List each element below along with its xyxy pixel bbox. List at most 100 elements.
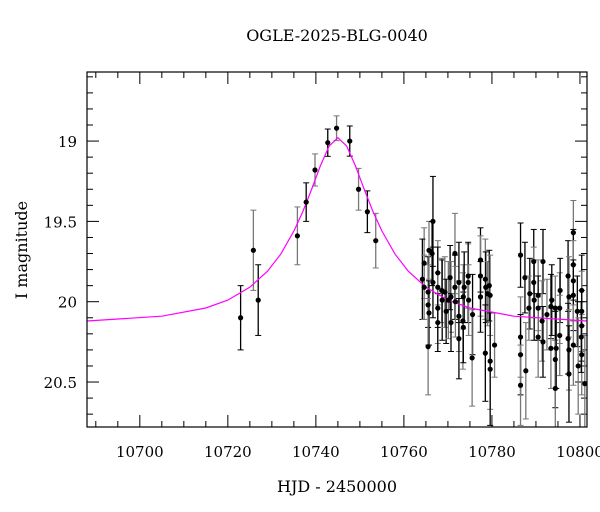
data-point xyxy=(255,297,261,303)
data-point xyxy=(566,371,572,377)
data-point xyxy=(535,305,541,311)
data-point xyxy=(448,319,454,326)
data-point xyxy=(526,305,532,311)
data-point xyxy=(549,297,555,303)
data-point xyxy=(570,342,576,348)
data-point xyxy=(540,258,546,265)
data-point xyxy=(582,381,588,387)
data-point xyxy=(477,257,484,263)
data-point xyxy=(491,342,498,348)
data-point xyxy=(364,209,370,215)
data-point xyxy=(435,319,441,326)
data-point xyxy=(477,273,484,279)
data-point xyxy=(482,350,488,356)
data-point xyxy=(579,287,585,294)
data-point xyxy=(469,311,476,318)
x-tick-label: 10720 xyxy=(204,443,252,461)
data-point xyxy=(347,138,353,144)
data-point xyxy=(439,297,445,303)
data-point xyxy=(565,273,571,279)
data-point xyxy=(443,308,449,314)
data-point xyxy=(460,294,466,300)
data-point xyxy=(312,167,318,173)
data-point xyxy=(535,334,541,340)
data-point xyxy=(531,258,537,265)
tick-labels: 10700 10720 10740 10760 10780 10800 19 19.5 20 20… xyxy=(44,133,600,461)
chart-title: OGLE-2025-BLG-0040 xyxy=(246,26,428,45)
error-bars xyxy=(237,115,588,427)
data-point xyxy=(425,344,431,350)
data-point xyxy=(540,339,546,345)
x-tick-label: 10780 xyxy=(468,443,516,461)
data-point xyxy=(421,284,427,290)
data-point xyxy=(452,284,458,290)
data-point xyxy=(557,305,563,311)
data-point xyxy=(426,310,432,316)
data-point xyxy=(552,305,558,311)
data-point xyxy=(523,368,529,374)
data-point xyxy=(565,336,571,342)
data-point xyxy=(456,279,462,286)
data-point xyxy=(548,345,554,351)
data-point xyxy=(466,297,472,303)
data-point xyxy=(579,308,585,314)
data-point xyxy=(355,186,362,192)
data-point xyxy=(435,270,441,276)
data-point xyxy=(419,276,425,282)
x-axis-label: HJD - 2450000 xyxy=(277,477,397,496)
data-point xyxy=(373,238,379,244)
data-point xyxy=(477,294,484,300)
data-point xyxy=(426,247,432,253)
data-point xyxy=(333,125,340,131)
y-tick-label: 20.5 xyxy=(44,374,77,392)
data-point xyxy=(460,324,466,331)
data-point xyxy=(570,262,576,268)
data-point xyxy=(552,356,558,363)
data-point xyxy=(579,352,585,358)
data-point xyxy=(442,289,448,295)
data-point xyxy=(482,276,488,282)
data-point xyxy=(429,250,435,257)
data-point xyxy=(456,313,462,319)
data-point xyxy=(465,279,471,286)
data-point xyxy=(425,289,431,295)
data-point xyxy=(517,252,524,258)
data-point xyxy=(517,382,524,388)
data-point xyxy=(447,275,453,281)
data-point xyxy=(325,140,331,146)
data-point xyxy=(578,334,584,340)
data-point xyxy=(430,279,436,286)
data-point xyxy=(448,294,454,300)
data-point xyxy=(430,218,436,224)
data-point xyxy=(435,284,441,290)
data-point xyxy=(487,292,493,298)
data-point xyxy=(539,318,545,324)
data-point xyxy=(548,303,554,310)
data-point xyxy=(238,315,244,321)
data-point xyxy=(452,250,458,257)
data-point xyxy=(522,275,528,281)
data-point xyxy=(575,363,581,369)
data-point xyxy=(570,292,576,298)
data-point xyxy=(557,332,563,339)
data-point xyxy=(460,318,466,324)
data-point xyxy=(574,308,580,314)
x-tick-label: 10740 xyxy=(292,443,340,461)
data-point xyxy=(566,294,572,300)
data-points xyxy=(238,125,588,392)
data-point xyxy=(531,279,537,286)
data-point xyxy=(469,355,475,361)
data-point xyxy=(570,278,576,284)
data-point xyxy=(435,305,441,311)
data-point xyxy=(544,311,550,318)
data-point xyxy=(421,260,427,266)
data-point xyxy=(570,230,576,236)
x-tick-label: 10760 xyxy=(380,443,428,461)
data-point xyxy=(531,297,537,303)
x-tick-label: 10700 xyxy=(116,443,164,461)
data-point xyxy=(552,385,558,392)
data-point xyxy=(535,292,541,298)
model-curve xyxy=(86,136,588,322)
y-tick-label: 19.5 xyxy=(44,213,77,231)
